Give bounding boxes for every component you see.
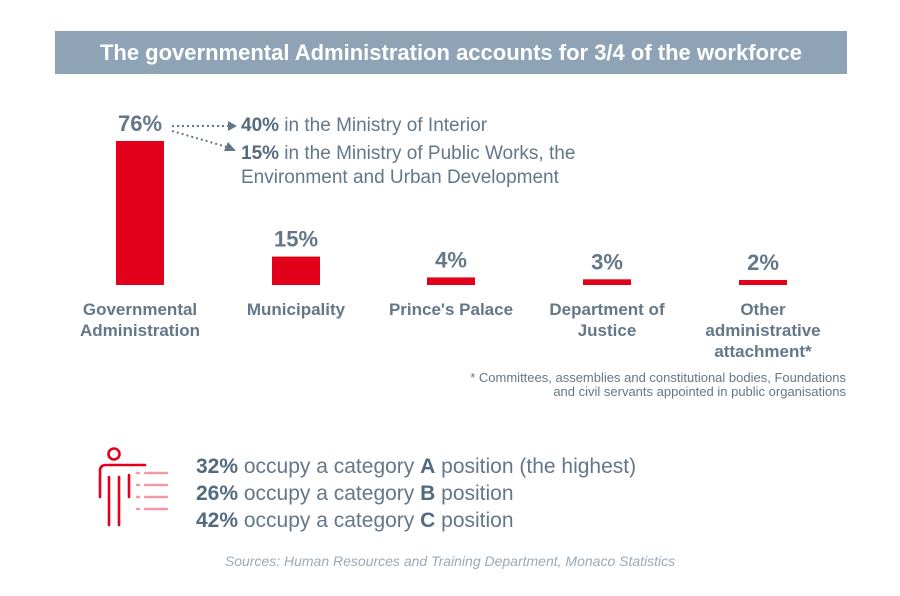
stat-line-a: 32% occupy a category A position (the hi… — [196, 453, 636, 480]
breakdown-public-works-text: in the Ministry of Public Works, the — [279, 143, 576, 164]
stat-a-pct: 32% — [196, 455, 239, 478]
bar-3 — [583, 279, 631, 285]
value-label-4: 2% — [747, 250, 779, 275]
dotted-arrow-icon — [171, 121, 237, 151]
stat-c-letter: C — [420, 509, 436, 532]
breakdown-public-works: 15% in the Ministry of Public Works, the… — [241, 142, 575, 190]
stat-a-letter: A — [420, 455, 436, 478]
footnote: * Committees, assemblies and constitutio… — [376, 371, 846, 399]
bar-4 — [739, 280, 787, 285]
stat-b-post: position — [435, 482, 514, 505]
stat-c-pre: occupy a category — [238, 509, 421, 532]
stat-c-post: position — [435, 509, 514, 532]
person-pointing-icon — [98, 447, 169, 527]
breakdown-interior-pct: 40% — [241, 115, 280, 136]
value-label-2: 4% — [435, 247, 467, 272]
category-label-3: Department of Justice — [549, 300, 665, 340]
breakdown-public-works-text-2: Environment and Urban Development — [241, 167, 559, 188]
source-note: Sources: Human Resources and Training De… — [224, 553, 676, 569]
stat-c-pct: 42% — [196, 509, 239, 532]
breakdown-interior-text: in the Ministry of Interior — [279, 115, 488, 136]
category-label-4: Other administrative attachment* — [705, 300, 820, 361]
stat-b-letter: B — [420, 482, 436, 505]
value-label-1: 15% — [274, 227, 318, 252]
breakdown-interior: 40% in the Ministry of Interior — [241, 114, 487, 138]
footnote-line-2: and civil servants appointed in public o… — [553, 384, 846, 399]
stat-line-b: 26% occupy a category B position — [196, 480, 636, 507]
stat-a-post: position (the highest) — [435, 455, 637, 478]
bar-1 — [272, 256, 320, 285]
value-label-0: 76% — [118, 111, 162, 136]
category-label-0: Governmental Administration — [80, 300, 200, 340]
stat-b-pct: 26% — [196, 482, 239, 505]
value-label-3: 3% — [591, 249, 623, 274]
breakdown-public-works-pct: 15% — [241, 143, 280, 164]
bar-2 — [427, 277, 475, 285]
stat-line-c: 42% occupy a category C position — [196, 507, 636, 534]
stat-b-pre: occupy a category — [238, 482, 421, 505]
category-label-1: Municipality — [247, 300, 346, 319]
bar-0 — [116, 141, 164, 285]
category-label-2: Prince's Palace — [389, 300, 513, 319]
stat-a-pre: occupy a category — [238, 455, 421, 478]
category-stats: 32% occupy a category A position (the hi… — [196, 453, 636, 534]
chart-title: The governmental Administration accounts… — [55, 31, 847, 74]
footnote-line-1: * Committees, assemblies and constitutio… — [470, 370, 846, 385]
bar-chart: 76% Governmental Administration 15% Municipa… — [80, 111, 821, 361]
